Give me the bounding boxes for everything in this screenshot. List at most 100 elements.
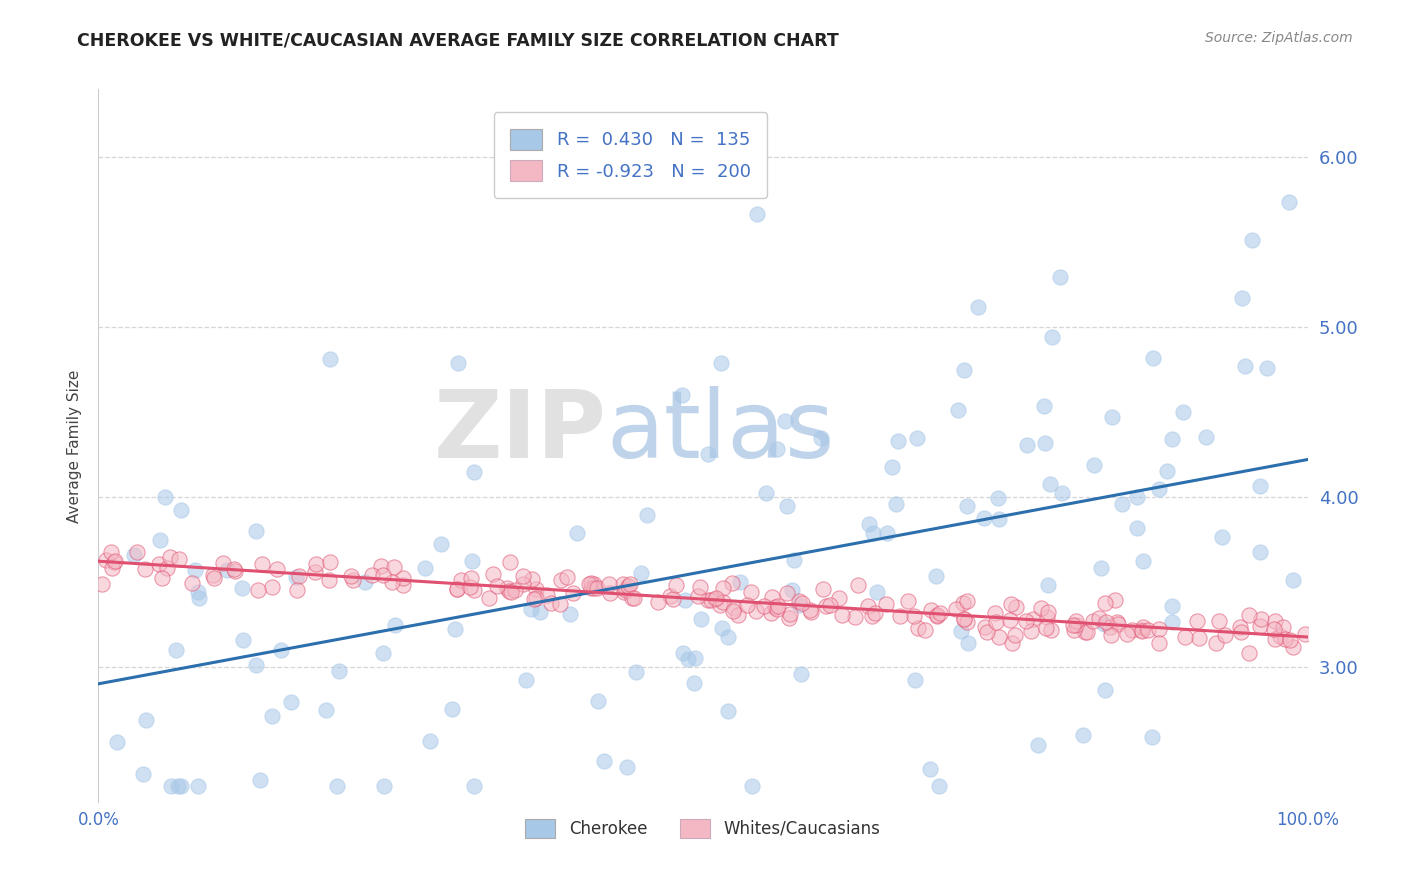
Point	[1040, 623, 1063, 637]
Point	[952, 596, 974, 610]
Point	[579, 575, 602, 590]
Point	[1274, 632, 1296, 646]
Point	[499, 555, 522, 569]
Point	[658, 589, 681, 603]
Point	[585, 581, 607, 595]
Point	[252, 557, 274, 571]
Point	[1107, 617, 1129, 632]
Point	[1195, 430, 1218, 444]
Point	[1035, 621, 1057, 635]
Point	[776, 500, 799, 514]
Point	[747, 207, 769, 221]
Point	[319, 351, 342, 366]
Point	[1268, 629, 1291, 643]
Point	[360, 568, 382, 582]
Point	[1263, 622, 1285, 636]
Point	[697, 447, 720, 461]
Point	[1147, 622, 1170, 636]
Point	[1088, 611, 1111, 625]
Point	[536, 588, 558, 602]
Point	[780, 582, 803, 597]
Point	[520, 573, 543, 587]
Point	[884, 497, 907, 511]
Point	[905, 431, 928, 445]
Point	[1063, 624, 1085, 638]
Point	[1094, 682, 1116, 697]
Point	[918, 762, 941, 776]
Point	[612, 577, 634, 591]
Point	[450, 573, 472, 587]
Point	[167, 552, 190, 566]
Point	[700, 592, 723, 607]
Point	[828, 591, 851, 605]
Point	[1185, 615, 1208, 629]
Point	[1083, 458, 1105, 473]
Point	[1174, 630, 1197, 644]
Point	[688, 590, 710, 604]
Point	[1116, 627, 1139, 641]
Point	[486, 579, 509, 593]
Legend: Cherokee, Whites/Caucasians: Cherokee, Whites/Caucasians	[519, 812, 887, 845]
Point	[711, 595, 734, 609]
Point	[683, 651, 706, 665]
Point	[1000, 597, 1022, 611]
Point	[1019, 624, 1042, 639]
Point	[766, 602, 789, 616]
Text: Source: ZipAtlas.com: Source: ZipAtlas.com	[1205, 31, 1353, 45]
Point	[512, 577, 534, 591]
Point	[512, 569, 534, 583]
Point	[247, 583, 270, 598]
Point	[262, 708, 284, 723]
Point	[1208, 614, 1230, 628]
Point	[1279, 632, 1302, 647]
Point	[91, 577, 114, 591]
Point	[165, 642, 187, 657]
Point	[614, 582, 637, 597]
Point	[524, 591, 547, 605]
Point	[122, 548, 145, 562]
Point	[704, 592, 727, 607]
Point	[928, 779, 950, 793]
Point	[956, 499, 979, 513]
Point	[1099, 628, 1122, 642]
Point	[766, 442, 789, 457]
Point	[727, 608, 749, 623]
Point	[555, 570, 578, 584]
Point	[212, 556, 235, 570]
Point	[620, 591, 643, 605]
Point	[988, 512, 1011, 526]
Point	[100, 545, 122, 559]
Point	[988, 630, 1011, 644]
Point	[948, 402, 970, 417]
Point	[956, 636, 979, 650]
Point	[1064, 614, 1087, 628]
Point	[973, 620, 995, 634]
Point	[134, 561, 156, 575]
Point	[1278, 194, 1301, 209]
Text: ZIP: ZIP	[433, 385, 606, 478]
Point	[665, 578, 688, 592]
Point	[856, 599, 879, 613]
Point	[319, 556, 342, 570]
Point	[1001, 636, 1024, 650]
Point	[1049, 269, 1071, 284]
Point	[876, 525, 898, 540]
Point	[761, 590, 783, 604]
Point	[1005, 600, 1028, 615]
Point	[1241, 233, 1264, 247]
Point	[689, 612, 711, 626]
Point	[662, 592, 685, 607]
Point	[1033, 399, 1056, 413]
Point	[952, 362, 974, 376]
Point	[745, 604, 768, 618]
Point	[1090, 560, 1112, 574]
Point	[1230, 292, 1253, 306]
Point	[586, 694, 609, 708]
Point	[728, 574, 751, 589]
Point	[1125, 521, 1147, 535]
Point	[779, 607, 801, 621]
Point	[616, 760, 638, 774]
Point	[249, 773, 271, 788]
Point	[676, 652, 699, 666]
Point	[1132, 624, 1154, 639]
